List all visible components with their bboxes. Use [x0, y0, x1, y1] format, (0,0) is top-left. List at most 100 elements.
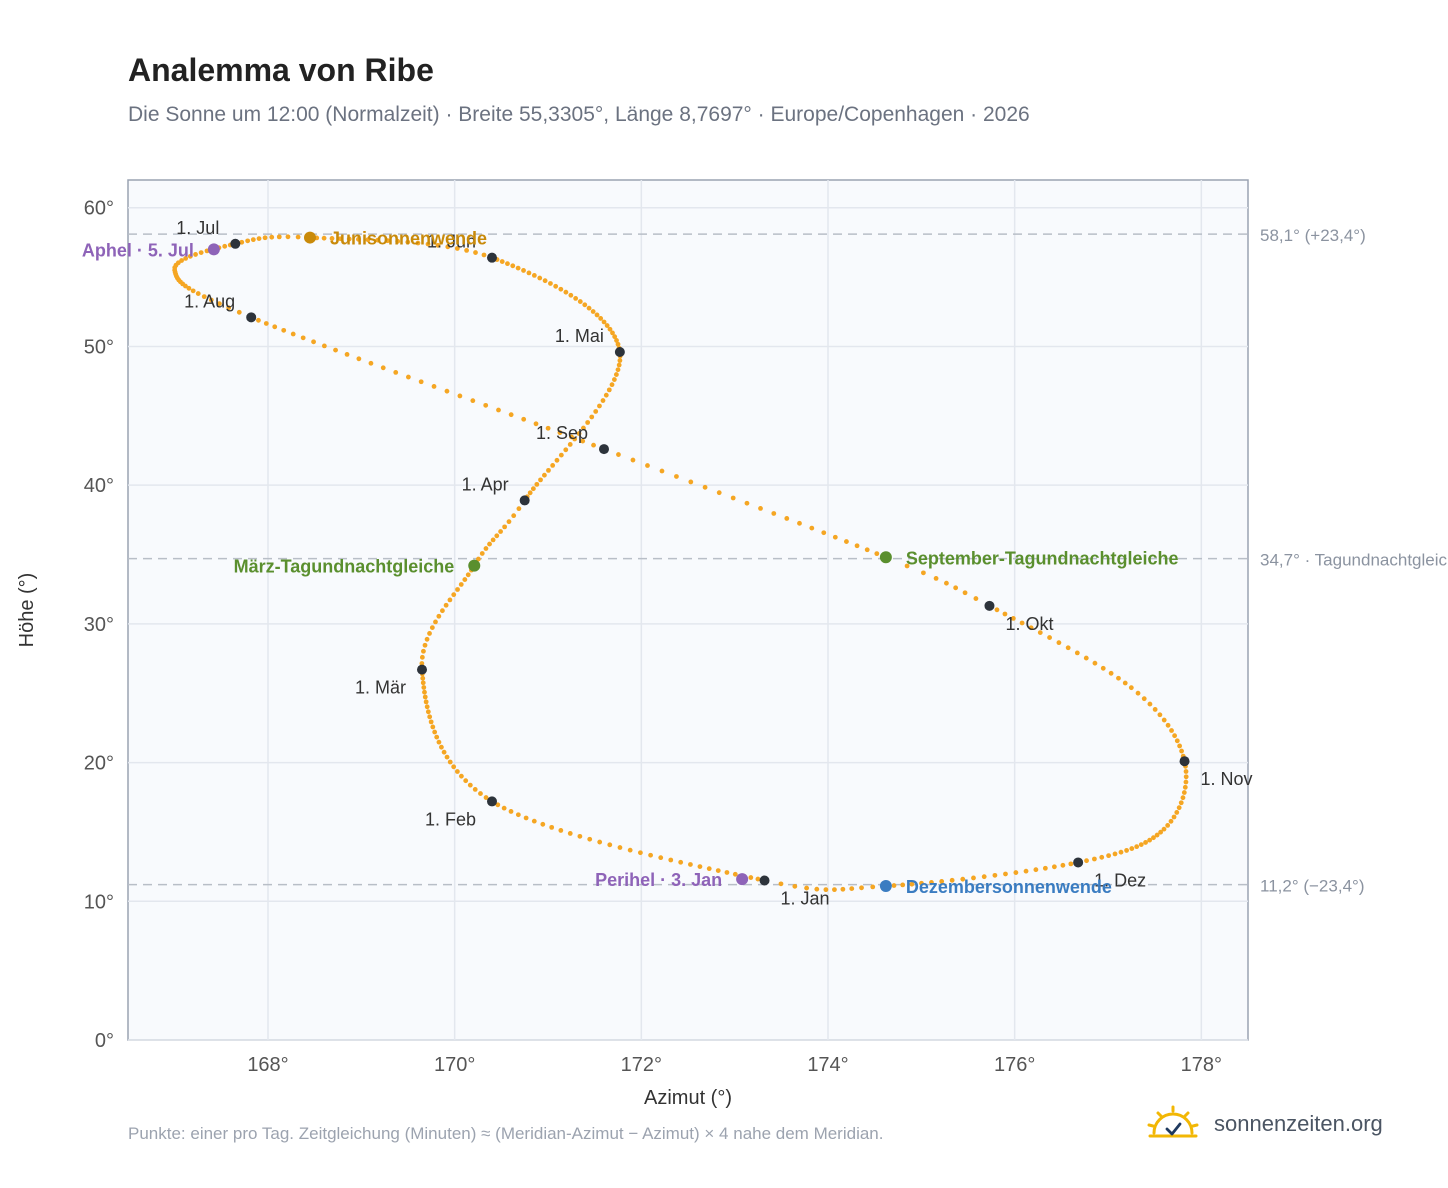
day-point [201, 294, 207, 300]
day-point [557, 430, 563, 436]
day-point [515, 812, 521, 818]
day-point [473, 250, 478, 255]
y-tick-label: 60° [84, 198, 114, 220]
day-point [540, 821, 546, 827]
day-point [250, 237, 256, 243]
day-point [1147, 701, 1153, 707]
day-point [1028, 625, 1034, 631]
day-point [432, 729, 438, 735]
day-point [715, 868, 721, 874]
day-point [755, 876, 761, 882]
month-marker-label: 1. Aug [184, 291, 235, 311]
day-point [1165, 822, 1171, 828]
day-point [659, 468, 665, 474]
day-point [458, 582, 464, 587]
day-point [1147, 837, 1153, 843]
day-point [939, 879, 945, 884]
day-point [1174, 810, 1180, 815]
day-point [420, 680, 426, 686]
day-point [1161, 826, 1167, 832]
day-point [423, 699, 429, 705]
day-point [591, 442, 596, 448]
day-point [1122, 680, 1128, 686]
day-point [581, 425, 586, 431]
day-point [550, 462, 556, 468]
day-point [523, 815, 529, 821]
day-point [553, 283, 559, 289]
day-point [832, 534, 838, 540]
day-point [444, 388, 450, 394]
day-point [814, 886, 820, 892]
day-point [457, 393, 463, 399]
day-point [531, 818, 537, 824]
day-point [668, 857, 674, 863]
day-point [1033, 867, 1039, 873]
day-point [1100, 665, 1106, 671]
day-point [573, 295, 579, 301]
day-point [568, 292, 574, 298]
day-point [1003, 871, 1008, 877]
day-point [276, 234, 282, 240]
day-point [610, 330, 615, 336]
day-point [527, 490, 533, 496]
day-point [1151, 835, 1156, 841]
day-point [454, 769, 460, 774]
day-point [874, 551, 880, 557]
day-point [771, 511, 777, 516]
brand[interactable]: sonnenzeiten.org [1146, 1104, 1383, 1144]
day-point [706, 866, 712, 872]
day-point [1143, 840, 1148, 845]
grid [128, 180, 1248, 1041]
day-point [385, 238, 391, 244]
event-marker [207, 243, 220, 256]
day-point [953, 585, 959, 591]
day-point [1083, 655, 1089, 661]
month-marker-label: 1. Okt [1005, 614, 1053, 634]
day-point [615, 341, 621, 347]
day-point [263, 321, 269, 326]
day-point [285, 234, 291, 240]
event-marker [304, 231, 316, 244]
day-point [256, 236, 262, 241]
day-point [262, 235, 268, 241]
day-point [1161, 717, 1167, 723]
day-point [208, 297, 214, 303]
day-point [467, 782, 473, 788]
day-point [333, 347, 338, 353]
day-point [616, 452, 621, 457]
day-point [236, 309, 242, 315]
day-point [506, 519, 512, 525]
month-marker-label: 1. Mai [555, 326, 604, 346]
day-point [585, 420, 591, 425]
day-point [627, 847, 633, 853]
day-point [1116, 675, 1121, 681]
y-tick-label: 20° [84, 753, 114, 775]
day-point [992, 872, 998, 878]
day-point [630, 457, 636, 463]
day-point [558, 286, 564, 292]
month-marker [519, 495, 530, 506]
month-marker [599, 444, 609, 455]
day-point [1134, 844, 1140, 850]
day-point [597, 839, 603, 845]
plot-background [127, 179, 1249, 1041]
day-point [1019, 620, 1025, 626]
x-tick-label: 170° [434, 1054, 475, 1076]
day-point [190, 288, 196, 294]
month-marker-label: 1. Jan [781, 888, 830, 908]
day-point [724, 870, 730, 875]
day-point [594, 312, 600, 318]
day-point [607, 326, 613, 332]
brand-name[interactable]: sonnenzeiten.org [1214, 1111, 1383, 1136]
day-point [430, 724, 436, 730]
day-point [606, 387, 612, 393]
day-point [1065, 645, 1071, 651]
day-point [499, 259, 505, 264]
event-marker [736, 873, 749, 886]
day-point [582, 302, 588, 308]
day-point [440, 608, 445, 614]
day-point [427, 631, 432, 636]
month-marker-label: 1. Nov [1201, 769, 1253, 789]
day-point [921, 570, 926, 576]
day-point [1180, 795, 1186, 801]
